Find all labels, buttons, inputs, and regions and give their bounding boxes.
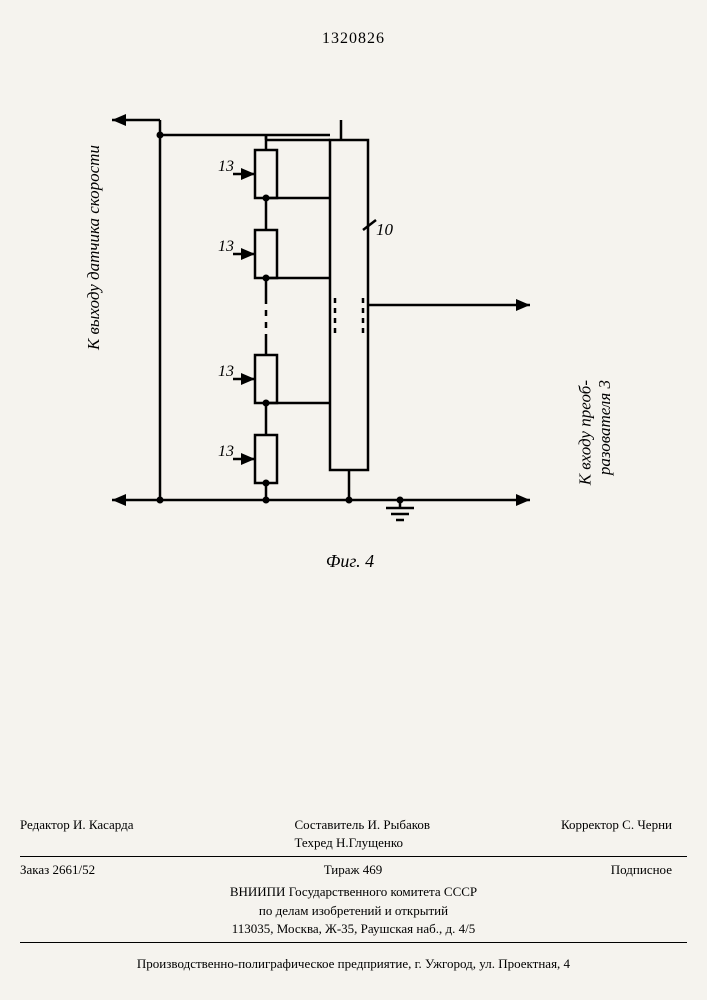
resistor-label-2: 13 [218, 238, 234, 256]
label-converter-input-2: разователя 3 [595, 380, 615, 475]
resistor-label-3: 13 [218, 363, 234, 381]
label-converter-input-1: К входу преоб- [575, 380, 595, 485]
resistor-label-1: 13 [218, 158, 234, 176]
divider [20, 942, 687, 943]
publication-credits: Редактор И. Касарда Составитель И. Рыбак… [0, 814, 707, 945]
compiler: Составитель И. Рыбаков [294, 817, 430, 832]
org-line-2: по делам изобретений и открытий [259, 903, 448, 918]
circuit-diagram: К выходу датчика скорости К входу преоб-… [100, 80, 600, 550]
production-line: Производственно-полиграфическое предприя… [15, 956, 692, 972]
figure-caption: Фиг. 4 [326, 551, 374, 572]
tirazh: Тираж 469 [324, 861, 383, 879]
tech-editor: Техред Н.Глущенко [294, 835, 403, 850]
block-label-10: 10 [376, 220, 393, 240]
order-number: Заказ 2661/52 [20, 861, 95, 879]
divider [20, 856, 687, 857]
corrector: Корректор С. Черни [561, 816, 672, 852]
org-address: 113035, Москва, Ж-35, Раушская наб., д. … [232, 921, 475, 936]
org-line-1: ВНИИПИ Государственного комитета СССР [230, 884, 477, 899]
label-sensor-output: К выходу датчика скорости [84, 145, 104, 350]
subscription: Подписное [611, 861, 672, 879]
editor: Редактор И. Касарда [20, 816, 134, 852]
document-number: 1320826 [322, 30, 385, 48]
resistor-label-4: 13 [218, 443, 234, 461]
